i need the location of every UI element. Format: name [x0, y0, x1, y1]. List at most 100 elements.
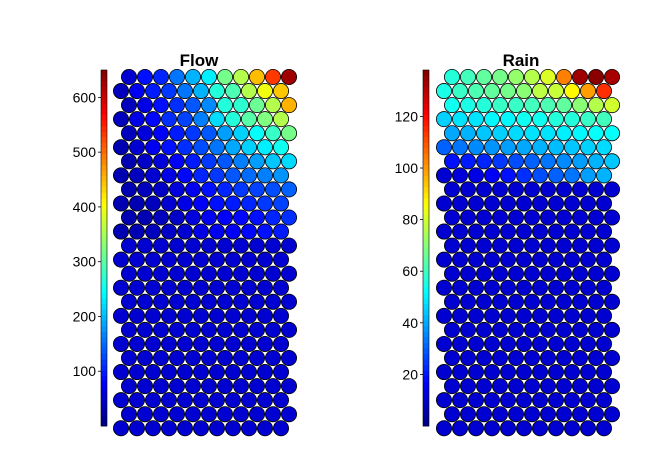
colorbar-segment: [101, 270, 107, 277]
hexagon-cell: [499, 335, 516, 352]
hexagon-cell: [168, 97, 185, 114]
hexagon-cell: [121, 97, 138, 114]
hexagon-cell: [128, 279, 145, 296]
hexagon-cell: [491, 97, 508, 114]
hexagon-cell: [264, 69, 281, 86]
hexagon-cell: [524, 97, 541, 114]
hexagon-cell: [272, 392, 289, 409]
hexagon-cell: [604, 349, 621, 366]
hexagon-cell: [272, 139, 289, 156]
hexagon-cell: [491, 293, 508, 310]
colorbar-segment: [101, 275, 107, 282]
colorbar-segment: [423, 186, 429, 193]
rain-hexagons: [435, 69, 621, 437]
hexagon-cell: [532, 335, 549, 352]
colorbar-segment: [101, 264, 107, 271]
hexagon-cell: [532, 364, 549, 381]
hexagon-cell: [443, 237, 460, 254]
hexagon-cell: [491, 406, 508, 423]
hexagon-cell: [588, 181, 605, 198]
colorbar-segment: [101, 231, 107, 238]
hexagon-cell: [459, 265, 476, 282]
hexagon-cell: [580, 83, 597, 100]
hexagon-cell: [580, 111, 597, 128]
hexagon-cell: [128, 195, 145, 212]
hexagon-cell: [128, 139, 145, 156]
hexagon-cell: [491, 153, 508, 170]
colorbar-segment: [101, 337, 107, 343]
colorbar-segment: [423, 403, 429, 410]
hexagon-cell: [232, 237, 249, 254]
hexagon-cell: [144, 83, 161, 100]
hexagon-cell: [548, 251, 565, 268]
hexagon-cell: [184, 378, 201, 395]
hexagon-cell: [459, 181, 476, 198]
hexagon-cell: [240, 364, 257, 381]
hexagon-cell: [160, 83, 177, 100]
hexagon-cell: [280, 209, 297, 226]
colorbar-segment: [423, 248, 429, 254]
hexagon-cell: [128, 111, 145, 128]
colorbar-segment: [101, 170, 107, 177]
colorbar-segment: [101, 331, 107, 338]
hexagon-cell: [516, 251, 533, 268]
colorbar-segment: [423, 164, 429, 171]
hexagon-cell: [280, 321, 297, 338]
hexagon-cell: [588, 69, 605, 86]
hexagon-cell: [168, 153, 185, 170]
hexagon-cell: [548, 335, 565, 352]
hexagon-cell: [208, 223, 225, 240]
colorbar-segment: [423, 209, 429, 216]
hexagon-cell: [507, 181, 524, 198]
hexagon-cell: [176, 364, 193, 381]
colorbar-frame: [100, 69, 108, 427]
hexagon-cell: [451, 111, 468, 128]
hexagon-cell: [152, 209, 169, 226]
colorbar-segment: [423, 253, 429, 260]
hexagon-cell: [532, 279, 549, 296]
colorbar-segment: [101, 159, 107, 165]
hexagon-cell: [216, 237, 233, 254]
hexagon-cell: [435, 139, 452, 156]
colorbar-segment: [423, 92, 429, 99]
hexagon-cell: [499, 83, 516, 100]
hexagon-cell: [556, 321, 573, 338]
hexagon-cell: [113, 195, 130, 212]
hexagon-cell: [483, 139, 500, 156]
hexagon-cell: [256, 223, 273, 240]
hexagon-cell: [128, 335, 145, 352]
colorbar-segment: [423, 359, 429, 366]
hexagon-cell: [232, 209, 249, 226]
hexagon-cell: [483, 392, 500, 409]
hexagon-cell: [532, 307, 549, 324]
hexagon-cell: [475, 265, 492, 282]
hexagon-cell: [200, 153, 217, 170]
hexagon-cell: [152, 265, 169, 282]
hexagon-cell: [264, 237, 281, 254]
colorbar-segment: [423, 348, 429, 355]
hexagon-cell: [280, 125, 297, 142]
colorbar-segment: [101, 114, 107, 121]
hexagon-cell: [216, 209, 233, 226]
hexagon-cell: [224, 223, 241, 240]
hexagon-cell: [248, 181, 265, 198]
hexagon-cell: [524, 153, 541, 170]
hexagon-cell: [596, 167, 613, 184]
hexagon-cell: [160, 195, 177, 212]
hexagon-cell: [240, 167, 257, 184]
colorbar-segment: [101, 420, 107, 427]
colorbar-segment: [101, 387, 107, 394]
hexagon-cell: [176, 223, 193, 240]
hexagon-cell: [556, 181, 573, 198]
flow-hexagons: [113, 69, 297, 437]
hexagon-cell: [580, 139, 597, 156]
hexagon-cell: [556, 378, 573, 395]
hexagon-cell: [248, 349, 265, 366]
hexagon-cell: [499, 251, 516, 268]
colorbar-segment: [423, 298, 429, 305]
hexagon-cell: [443, 209, 460, 226]
hexagon-cell: [556, 125, 573, 142]
hexagon-cell: [113, 139, 130, 156]
colorbar-segment: [423, 392, 429, 399]
hexagon-cell: [168, 69, 185, 86]
